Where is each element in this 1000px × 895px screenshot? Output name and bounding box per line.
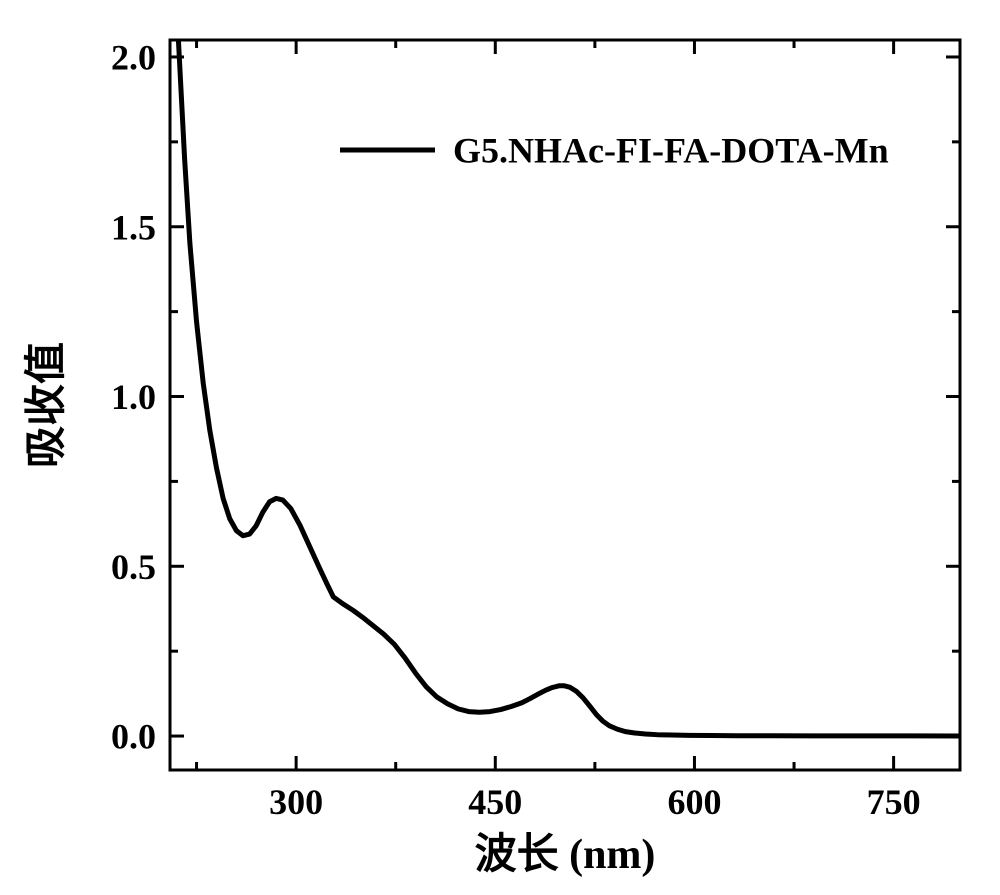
- uv-vis-spectrum-chart: 300 450 600 750 0.0 0.5 1.0 1.5 2.0 波长 (nm) 吸收值 G5.…: [0, 0, 1000, 895]
- y-axis-label: 吸收值: [23, 342, 70, 468]
- x-tick-label: 450: [468, 782, 522, 822]
- legend-label: G5.NHAc-FI-FA-DOTA-Mn: [453, 131, 889, 171]
- x-axis-label: 波长 (nm): [475, 831, 656, 878]
- y-tick-label: 0.0: [111, 717, 156, 757]
- y-tick-label: 0.5: [111, 547, 156, 587]
- x-tick-label: 300: [269, 782, 323, 822]
- y-tick-label: 2.0: [111, 38, 156, 78]
- x-tick-label: 600: [667, 782, 721, 822]
- chart-container: 300 450 600 750 0.0 0.5 1.0 1.5 2.0 波长 (nm) 吸收值 G5.…: [0, 0, 1000, 895]
- y-tick-label: 1.5: [111, 207, 156, 247]
- y-tick-label: 1.0: [111, 377, 156, 417]
- x-tick-label: 750: [867, 782, 921, 822]
